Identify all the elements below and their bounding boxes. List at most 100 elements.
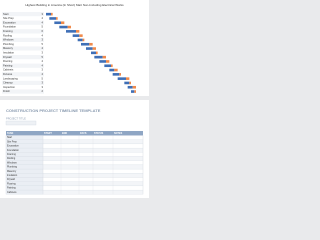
delay-bar — [67, 25, 71, 29]
delay-bar — [56, 17, 58, 20]
row-task: Start — [7, 136, 12, 139]
delay-bar — [61, 21, 65, 25]
delay-bar — [102, 55, 106, 59]
task-bar — [99, 60, 106, 63]
task-days: 3 — [42, 85, 44, 89]
task-days: 4 — [42, 72, 44, 76]
document: Highest Building in America (In Short) M… — [0, 0, 149, 198]
row-task: Painting — [7, 187, 16, 190]
row-band — [2, 89, 44, 94]
task-bar — [77, 38, 83, 42]
task-days: 4 — [42, 59, 44, 63]
task-bar — [109, 68, 115, 72]
delay-bar — [92, 47, 96, 50]
task-name: Foundation — [3, 25, 17, 29]
title-field — [5, 120, 37, 126]
delay-bar — [96, 51, 98, 55]
row-band — [2, 20, 44, 25]
task-days: 4 — [42, 16, 44, 20]
task-bar — [72, 34, 80, 37]
task-bar — [86, 47, 93, 50]
task-days: 4 — [42, 20, 44, 24]
row-band — [2, 80, 44, 86]
task-name: Windows — [3, 38, 14, 42]
task-bar — [66, 30, 76, 33]
column-header: STATUS — [94, 132, 104, 135]
row-task: Framing — [7, 153, 16, 156]
page: {"gantt": { "title": "Highest Building i… — [0, 0, 149, 198]
row-band — [2, 12, 44, 17]
delay-bar — [106, 60, 110, 63]
row-task: Roofing — [7, 157, 16, 160]
column-header: START — [44, 132, 52, 135]
row-task: Drywall — [7, 178, 15, 181]
task-days: 3 — [42, 81, 44, 85]
task-name: Insulation — [3, 51, 15, 55]
task-days: 6 — [42, 29, 44, 33]
task-name: Landscaping — [3, 76, 18, 80]
row-band — [2, 59, 44, 64]
task-bar — [124, 81, 130, 85]
task-name: Framing — [3, 29, 13, 33]
row-band — [2, 85, 44, 90]
task-bar — [49, 17, 56, 20]
row-band — [2, 67, 44, 73]
row-task: Flooring — [7, 182, 16, 185]
task-bar — [94, 55, 103, 59]
row-task: Foundation — [7, 149, 20, 152]
row-band — [2, 29, 44, 34]
task-name: Roofing — [3, 33, 12, 37]
task-bar — [127, 85, 133, 89]
table-header — [6, 131, 143, 136]
row-task: Insulation — [7, 174, 18, 177]
task-bar — [81, 42, 90, 46]
task-days: 4 — [42, 46, 44, 50]
task-days: 5 — [42, 42, 44, 46]
task-days: 2 — [42, 89, 44, 93]
task-days: 3 — [42, 38, 44, 42]
task-name: Masonry — [3, 46, 14, 50]
column-header: TASK — [7, 132, 14, 135]
delay-bar — [126, 77, 130, 80]
chart-title: Highest Building in America (In Short) M… — [25, 3, 124, 7]
task-name: Flooring — [3, 59, 13, 63]
task-bar — [54, 21, 61, 25]
column-header: DAYS — [80, 132, 87, 135]
row-band — [2, 76, 44, 81]
task-name: Fixtures — [3, 72, 13, 76]
row-band — [2, 33, 44, 38]
task-bar — [59, 25, 68, 29]
row-band — [2, 63, 44, 68]
task-bar — [117, 77, 126, 80]
delay-bar — [119, 73, 121, 76]
task-days: 3 — [42, 12, 44, 16]
row-band — [2, 37, 44, 43]
row-band — [2, 50, 44, 55]
delay-bar — [82, 38, 85, 42]
task-name: Inspection — [3, 85, 15, 89]
delay-bar — [114, 68, 118, 72]
column-header: NOTES — [114, 132, 123, 135]
template-title: CONSTRUCTION PROJECT TIMELINE TEMPLATE — [6, 108, 101, 113]
task-name: Painting — [3, 63, 13, 67]
task-days: 5 — [42, 76, 44, 80]
delay-bar — [132, 85, 136, 89]
row-task: Windows — [7, 161, 18, 164]
task-bar — [91, 51, 96, 55]
row-task: Plumbing — [7, 166, 18, 169]
delay-bar — [76, 30, 80, 33]
task-name: Cleanup — [3, 81, 13, 85]
row-band — [2, 24, 44, 30]
task-name: Start — [3, 12, 9, 16]
row-task: Site Prep — [7, 140, 18, 143]
task-bar — [112, 73, 120, 76]
row-task: Masonry — [7, 170, 17, 173]
column-header: END — [62, 132, 67, 135]
row-band — [2, 42, 44, 47]
row-task: Excavation — [7, 145, 19, 148]
task-bar — [131, 90, 135, 93]
row-band — [2, 55, 44, 60]
task-days: 5 — [42, 25, 44, 29]
task-name: Finish — [3, 89, 10, 93]
delay-bar — [51, 12, 53, 16]
